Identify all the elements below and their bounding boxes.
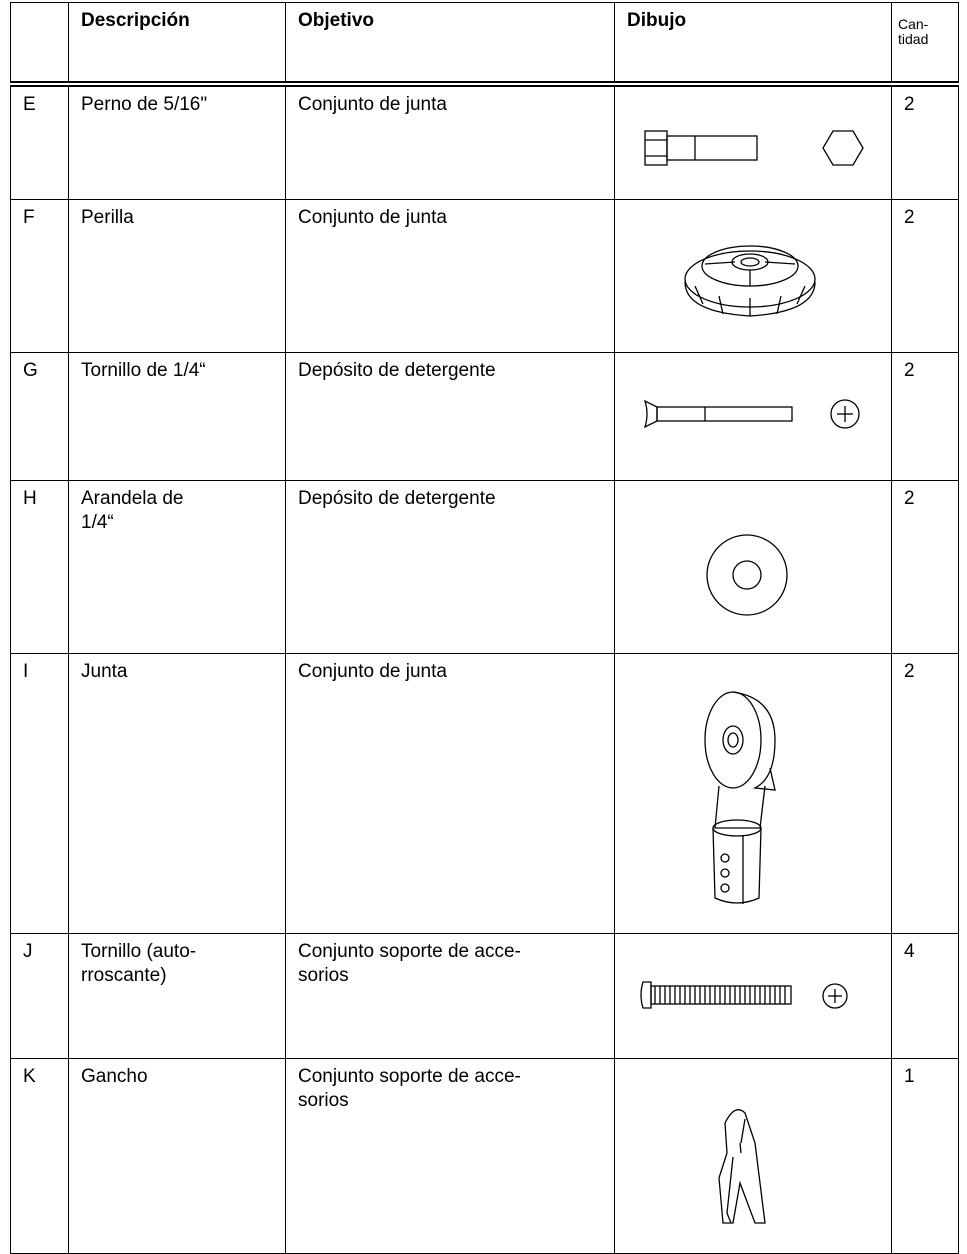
- header-cell: Descripción: [68, 2, 286, 87]
- hook-drawing: [718, 1109, 766, 1224]
- joint-drawing: [704, 691, 776, 904]
- purpose-cell: Conjunto de junta: [285, 199, 615, 353]
- id-cell: E: [10, 83, 69, 200]
- id-cell: F: [10, 199, 69, 353]
- description-cell: Perno de 5/16": [68, 83, 286, 200]
- purpose-cell: Conjunto soporte de acce- sorios: [285, 933, 615, 1059]
- description-cell: Gancho: [68, 1058, 286, 1254]
- purpose-cell: Depósito de detergente: [285, 480, 615, 654]
- washer-drawing: [706, 534, 788, 616]
- row: F Perilla Conjunto de junta 2: [10, 199, 959, 353]
- description-cell: Perilla: [68, 199, 286, 353]
- screw-drawing: [643, 399, 860, 429]
- quantity-cell: 1: [891, 1058, 959, 1254]
- id-cell: H: [10, 480, 69, 654]
- header-cell: Objetivo: [285, 2, 615, 87]
- drawing-cell: [614, 1058, 892, 1254]
- header-row: Descripción Objetivo Dibujo Can- tidad: [10, 2, 959, 87]
- drawing-cell: [614, 352, 892, 481]
- quantity-cell: 2: [891, 199, 959, 353]
- quantity-cell: 2: [891, 83, 959, 200]
- drawing-cell: [614, 83, 892, 200]
- header-cell: [10, 2, 69, 87]
- id-cell: I: [10, 653, 69, 934]
- drawing-cell: [614, 653, 892, 934]
- id-cell: K: [10, 1058, 69, 1254]
- purpose-cell: Conjunto de junta: [285, 83, 615, 200]
- knob-drawing: [684, 245, 816, 317]
- drawing-cell: [614, 199, 892, 353]
- description-cell: Tornillo (auto- rroscante): [68, 933, 286, 1059]
- id-cell: G: [10, 352, 69, 481]
- row: G Tornillo de 1/4“ Depósito de detergent…: [10, 352, 959, 481]
- quantity-cell: 4: [891, 933, 959, 1059]
- parts-table: Descripción Objetivo Dibujo Can- tidad E…: [10, 2, 959, 1254]
- row: E Perno de 5/16" Conjunto de junta 2: [10, 83, 959, 200]
- description-cell: Junta: [68, 653, 286, 934]
- self-tapping-screw-drawing: [640, 981, 848, 1009]
- purpose-cell: Conjunto de junta: [285, 653, 615, 934]
- page: Descripción Objetivo Dibujo Can- tidad E…: [10, 2, 959, 1254]
- header-cell: Dibujo: [614, 2, 892, 87]
- quantity-cell: 2: [891, 352, 959, 481]
- description-cell: Arandela de 1/4“: [68, 480, 286, 654]
- purpose-cell: Depósito de detergente: [285, 352, 615, 481]
- id-cell: J: [10, 933, 69, 1059]
- drawing-cell: [614, 480, 892, 654]
- header-cell: Can- tidad: [891, 2, 959, 87]
- description-cell: Tornillo de 1/4“: [68, 352, 286, 481]
- row: J Tornillo (auto- rroscante) Conjunto so…: [10, 933, 959, 1059]
- purpose-cell: Conjunto soporte de acce- sorios: [285, 1058, 615, 1254]
- row: I Junta Conjunto de junta 2: [10, 653, 959, 934]
- row: K Gancho Conjunto soporte de acce- sorio…: [10, 1058, 959, 1254]
- quantity-cell: 2: [891, 480, 959, 654]
- row: H Arandela de 1/4“ Depósito de detergent…: [10, 480, 959, 654]
- drawing-cell: [614, 933, 892, 1059]
- bolt-drawing: [644, 130, 864, 166]
- quantity-cell: 2: [891, 653, 959, 934]
